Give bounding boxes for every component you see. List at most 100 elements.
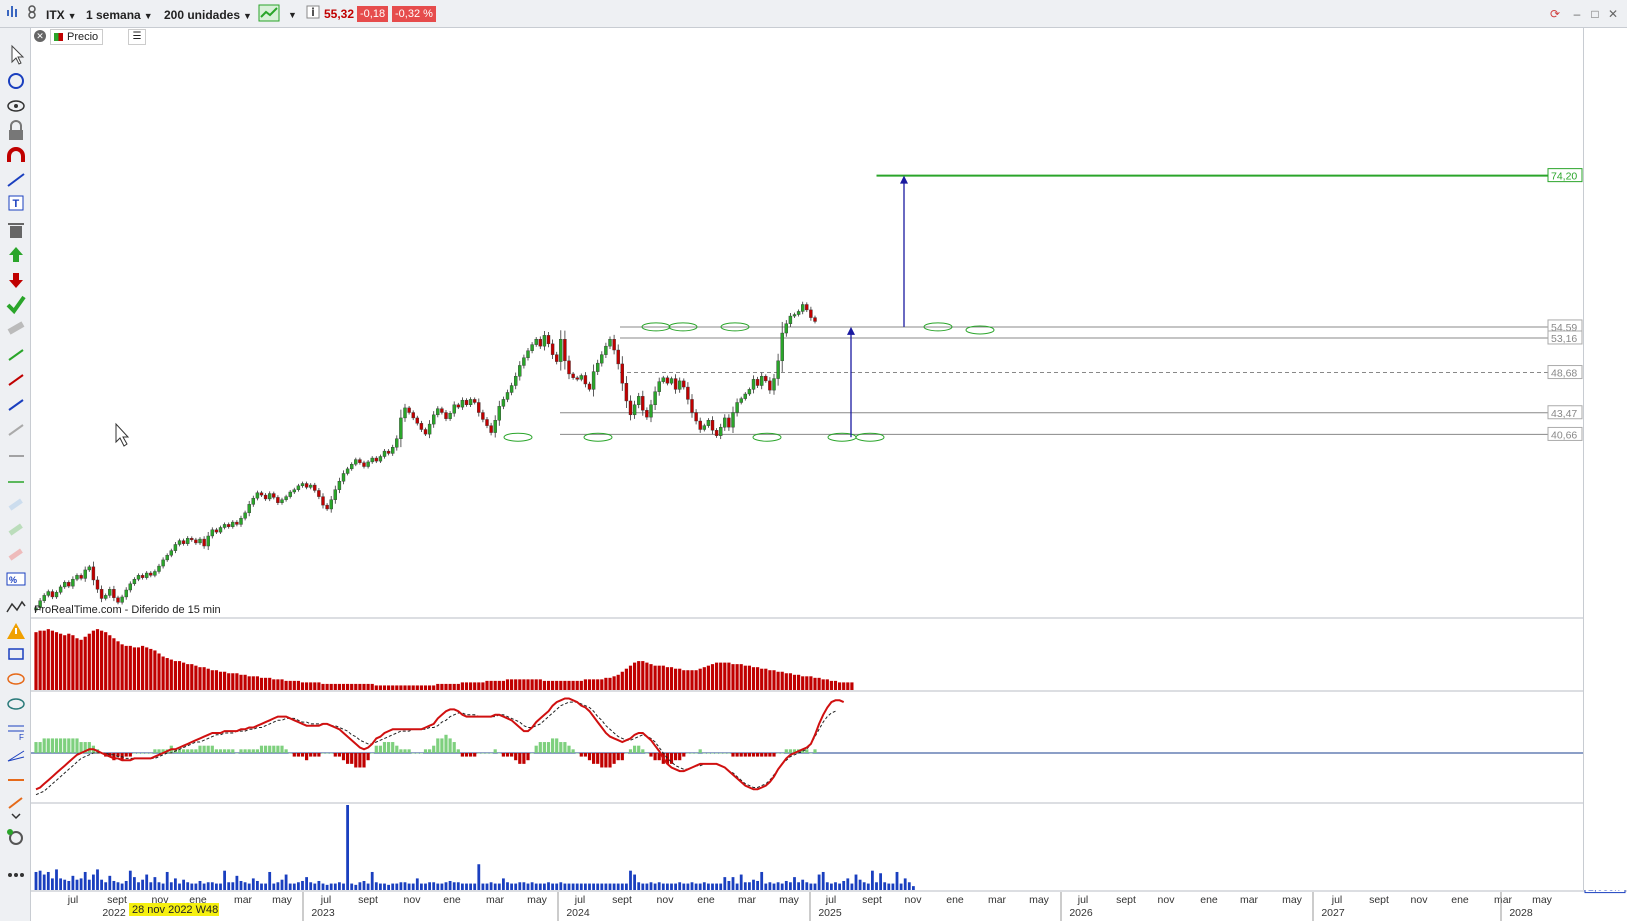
volume-bar [387, 884, 390, 890]
macd-histogram-bar [354, 752, 358, 768]
macd-histogram-bar [387, 742, 391, 753]
settings-icon[interactable] [7, 829, 23, 845]
indicator-bar [710, 664, 715, 690]
box-icon[interactable] [8, 648, 24, 660]
trash-icon[interactable] [8, 223, 24, 238]
volume-bar [547, 882, 550, 890]
level-label: 53,16 [1551, 333, 1577, 345]
macd-histogram-bar [481, 752, 485, 754]
eye-icon[interactable] [7, 100, 25, 112]
arrow-down-icon[interactable] [9, 273, 23, 288]
volume-bar [784, 880, 788, 890]
indicator-bar [337, 683, 341, 690]
indicator-bar [596, 679, 600, 690]
fib-icon[interactable]: F [8, 725, 24, 742]
text-icon[interactable]: T [8, 195, 24, 211]
link-icon[interactable] [26, 4, 38, 24]
x-tick-label: sept [358, 894, 378, 906]
indicator-bar [210, 670, 214, 690]
arrow-up-icon[interactable] [9, 247, 23, 262]
candle-body [600, 354, 604, 364]
chevron-down-icon[interactable] [11, 813, 21, 820]
macd-histogram-bar [780, 752, 784, 754]
ellipse-icon[interactable] [7, 698, 25, 710]
last-price: 55,32 [324, 7, 355, 21]
macd-histogram-bar [403, 749, 407, 753]
pen-icon[interactable] [7, 173, 25, 187]
indicator-bar [530, 679, 534, 690]
candle-body [288, 491, 292, 497]
x-year-label: 2025 [818, 907, 842, 919]
refresh-icon[interactable]: ⟳ [1549, 7, 1561, 21]
chart-icon[interactable] [6, 4, 20, 24]
ellipse-icon[interactable] [7, 673, 25, 685]
symbol-dropdown[interactable]: ITX ▼ [42, 4, 81, 26]
magnet-icon[interactable] [7, 147, 25, 162]
candle-body [268, 493, 272, 500]
macd-histogram-bar [91, 745, 95, 753]
maximize-icon[interactable]: □ [1591, 7, 1599, 21]
volume-bar [284, 874, 288, 890]
macd-histogram-bar [63, 738, 67, 753]
rotate-icon[interactable] [8, 73, 24, 89]
volume-bar [428, 882, 431, 890]
wave-icon[interactable] [6, 600, 26, 613]
close-panel-icon[interactable]: ✕ [34, 30, 46, 42]
volume-bar [735, 883, 739, 890]
candle-body [161, 559, 165, 567]
check-icon[interactable] [6, 295, 26, 315]
resistance-touch-ellipse [668, 322, 698, 332]
volume-bar [309, 882, 313, 890]
candle-body [173, 544, 178, 551]
cursor-icon[interactable] [11, 44, 25, 65]
macd-histogram-bar [760, 752, 764, 757]
candle-body [309, 484, 313, 488]
indicator-bar [587, 679, 592, 690]
x-tick-label: ene [946, 894, 964, 906]
chart-type-button[interactable] [258, 4, 280, 24]
line-icon[interactable] [8, 399, 24, 411]
ruler-icon[interactable] [8, 498, 23, 511]
macd-histogram-bar [333, 752, 337, 757]
line-icon[interactable] [8, 424, 24, 436]
lock-icon[interactable] [9, 120, 23, 140]
macd-histogram-bar [460, 752, 464, 757]
ruler-icon[interactable] [7, 321, 25, 335]
candle-body [739, 398, 743, 403]
period-dropdown[interactable]: 1 semana ▼ [82, 4, 157, 26]
list-icon[interactable]: ☰ [128, 29, 146, 45]
candle-body [641, 396, 645, 411]
info-icon[interactable] [306, 4, 320, 24]
chart-type-dropdown[interactable]: ▼ [285, 4, 297, 24]
minimize-icon[interactable]: – [1573, 7, 1581, 21]
line-icon[interactable] [8, 374, 24, 386]
volume-bar [174, 878, 177, 890]
ruler-icon[interactable] [8, 548, 23, 561]
candle-body [87, 566, 92, 571]
more-icon[interactable] [8, 873, 24, 877]
macd-histogram-bar [633, 745, 637, 753]
price-indicator-label[interactable]: Precio [50, 29, 104, 45]
ruler-icon[interactable] [8, 523, 23, 536]
line-icon[interactable] [8, 349, 24, 361]
percent-icon[interactable]: % [6, 572, 26, 586]
volume-bar [579, 883, 583, 890]
indicator-bar [624, 668, 628, 690]
macd-histogram-bar [87, 742, 91, 753]
candle-body [682, 380, 686, 388]
fan-icon[interactable] [7, 750, 25, 762]
indicator-bar [399, 685, 403, 690]
volume-bar [645, 883, 649, 890]
candle-body [813, 317, 817, 322]
warning-icon[interactable] [7, 623, 25, 639]
close-icon[interactable]: ✕ [1607, 7, 1619, 21]
indicator-bar [452, 683, 456, 690]
units-dropdown[interactable]: 200 unidades ▼ [160, 4, 256, 26]
candle-body [210, 529, 215, 537]
macd-histogram-bar [534, 745, 538, 753]
level-badge [1547, 365, 1583, 380]
indicator-bar [67, 633, 71, 690]
indicator-bar [653, 665, 657, 690]
indicator-bar [112, 638, 116, 690]
arrow-icon[interactable] [8, 797, 23, 809]
